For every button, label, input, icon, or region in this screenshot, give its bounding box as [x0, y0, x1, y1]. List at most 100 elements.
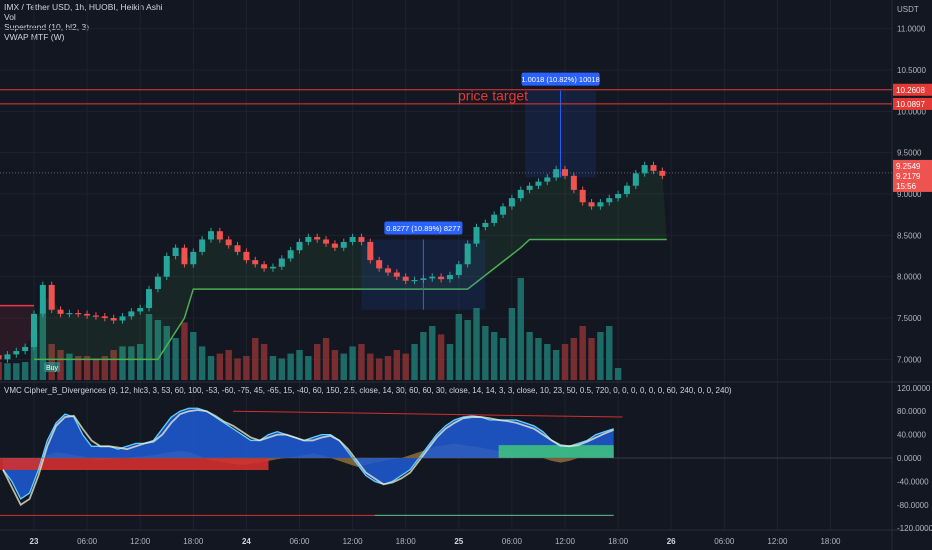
candle	[314, 236, 321, 240]
volume-bar	[411, 344, 418, 380]
candle	[199, 239, 206, 252]
indicator-vol[interactable]: Vol	[4, 12, 16, 22]
volume-bar	[473, 308, 480, 380]
candle	[48, 284, 55, 310]
candle	[172, 247, 179, 256]
candle	[296, 241, 303, 251]
last-price-tag-1: 9.2179	[896, 172, 921, 181]
time-tick-label: 18:00	[396, 537, 417, 546]
measure-label-bg-1	[384, 221, 463, 235]
oscillator-tick-label: -120.0000	[897, 524, 932, 533]
volume-bar	[13, 363, 20, 380]
candle	[491, 214, 498, 223]
candle	[429, 276, 436, 279]
volume-bar	[181, 322, 188, 380]
candle	[137, 308, 144, 312]
time-tick-label: 12:00	[343, 537, 364, 546]
candle	[208, 231, 214, 240]
candle	[278, 258, 285, 267]
candle	[446, 275, 453, 280]
time-tick-label: 24	[242, 537, 251, 546]
volume-bar	[296, 350, 303, 380]
candle	[101, 316, 108, 318]
volume-bar	[314, 344, 321, 380]
volume-bar	[491, 332, 498, 380]
candle	[464, 243, 471, 265]
volume-bar	[349, 346, 356, 380]
candle	[650, 165, 657, 171]
volume-bar	[455, 314, 462, 380]
candle	[411, 279, 418, 282]
oscillator-tick-label: 0.0000	[897, 454, 922, 463]
measure-label-1: 0.8277 (10.89%) 8277	[386, 224, 460, 233]
volume-bar	[101, 356, 108, 380]
candle	[57, 309, 64, 314]
oscillator-tick-label: 40.0000	[897, 431, 926, 440]
volume-bar	[172, 338, 179, 380]
volume-bar	[39, 314, 47, 380]
candle	[570, 175, 577, 190]
symbol-title[interactable]: IMX / Tether USD, 1h, HUOBI, Heikin Ashi	[4, 2, 163, 12]
volume-bar	[499, 338, 507, 380]
candle	[66, 313, 73, 315]
price-tick-label: 8.5000	[897, 231, 922, 240]
candle	[535, 181, 542, 186]
price-tick-label: 9.5000	[897, 149, 922, 158]
time-tick-label: 18:00	[820, 537, 841, 546]
time-tick-label: 06:00	[502, 537, 523, 546]
supertrend-down-fill	[0, 305, 34, 358]
candle	[84, 313, 91, 316]
price-target-label: price target	[458, 87, 528, 103]
candle	[216, 231, 223, 240]
volume-bar	[393, 350, 401, 380]
volume-bar	[243, 356, 250, 380]
wave-area	[3, 408, 614, 499]
volume-bar	[482, 326, 489, 380]
last-price-tag-bg	[893, 159, 932, 192]
money-flow-red-band	[0, 458, 269, 470]
volume-bar	[331, 350, 339, 380]
candle	[331, 243, 338, 248]
candle	[305, 236, 312, 242]
volume-bar	[128, 346, 135, 380]
volume-bar	[606, 326, 613, 380]
time-tick-label: 06:00	[77, 537, 98, 546]
candle	[623, 185, 630, 194]
volume-bar	[216, 353, 224, 380]
volume-bar	[145, 314, 153, 380]
oscillator-title[interactable]: VMC Cipher_B_Divergences (9, 12, hlc3, 3…	[4, 386, 732, 395]
price-tag-bg	[893, 83, 932, 96]
candle	[402, 276, 409, 281]
oscillator-tick-label: -80.0000	[897, 501, 929, 510]
supertrend-up-fill	[34, 167, 667, 360]
money-flow-green-band	[498, 445, 614, 458]
volume-bar	[269, 356, 277, 380]
volume-bar	[535, 338, 542, 380]
volume-bar	[322, 338, 330, 380]
time-tick-label: 06:00	[714, 537, 735, 546]
candle	[110, 318, 117, 321]
indicator-supertrend[interactable]: Supertrend (10, hl2, 3)	[4, 22, 90, 32]
volume-bar	[358, 344, 365, 380]
candle	[13, 351, 20, 355]
candle	[358, 236, 365, 242]
candle	[526, 185, 533, 190]
candle	[562, 169, 568, 176]
candle	[659, 170, 666, 176]
volume-bar	[579, 326, 586, 380]
candle	[482, 222, 489, 228]
candle	[588, 202, 595, 207]
volume-bar	[66, 353, 73, 380]
price-tick-label: 9.0000	[897, 190, 922, 199]
candle	[0, 355, 2, 360]
supertrend-up-line	[34, 238, 667, 361]
volume-bar	[92, 358, 100, 380]
volume-bar	[57, 350, 64, 380]
last-price-tag-2: 15:56	[896, 182, 917, 191]
price-tick-label: 7.5000	[897, 314, 922, 323]
oscillator-tick-label: 80.0000	[897, 407, 926, 416]
oscillator-tick-label: -40.0000	[897, 477, 929, 486]
candle	[632, 173, 639, 186]
